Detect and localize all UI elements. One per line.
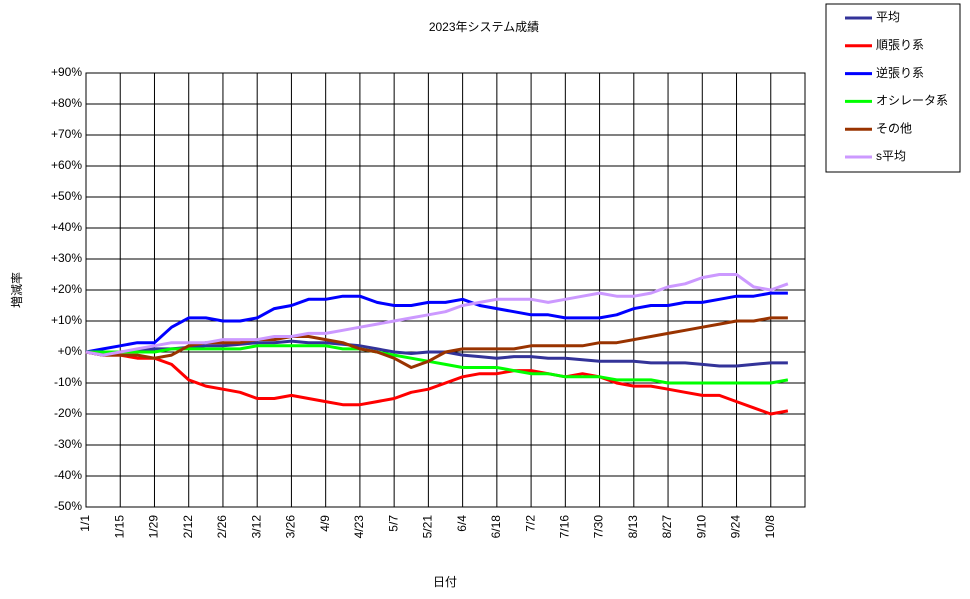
legend (825, 3, 961, 173)
x-tick-label: 8/13 (626, 515, 640, 539)
x-tick-label: 6/18 (489, 515, 503, 539)
x-tick-label: 2/26 (215, 515, 229, 539)
legend-label: 逆張り系 (876, 65, 924, 80)
y-tick-label: +90% (51, 65, 82, 79)
x-tick-label: 3/26 (284, 515, 298, 539)
x-tick-label: 5/21 (421, 515, 435, 539)
x-tick-label: 2/12 (181, 515, 195, 539)
series-line (85, 273, 789, 357)
y-tick-label: +40% (51, 220, 82, 234)
y-tick-label: -10% (54, 375, 82, 389)
y-tick-label: +0% (58, 344, 83, 358)
x-tick-label: 1/29 (147, 515, 161, 539)
x-tick-label: 10/8 (763, 515, 777, 539)
series-line (86, 344, 789, 385)
x-tick-label: 4/23 (352, 515, 366, 539)
legend-label: 平均 (876, 10, 900, 24)
x-tick-label: 1/1 (78, 515, 92, 532)
legend-label: s平均 (876, 149, 906, 163)
x-tick-label: 1/15 (112, 515, 126, 539)
x-tick-label: 7/16 (558, 515, 572, 539)
y-tick-label: +50% (51, 189, 82, 203)
x-tick-label: 8/27 (660, 515, 674, 539)
legend-label: その他 (876, 121, 912, 135)
x-tick-label: 7/30 (592, 515, 606, 539)
x-tick-label: 3/12 (249, 515, 263, 539)
y-tick-label: -40% (54, 468, 82, 482)
y-tick-label: +70% (51, 127, 82, 141)
x-tick-label: 9/24 (729, 515, 743, 539)
x-tick-label: 5/7 (386, 515, 400, 532)
x-tick-label: 6/4 (455, 515, 469, 532)
y-tick-label: -20% (54, 406, 82, 420)
y-tick-label: +80% (51, 96, 82, 110)
y-tick-label: +10% (51, 313, 82, 327)
series-line (85, 291, 788, 354)
chart-title: 2023年システム成績 (429, 20, 539, 34)
legend-label: 順張り系 (876, 38, 924, 52)
y-tick-label: -50% (54, 499, 82, 513)
y-tick-label: +60% (51, 158, 82, 172)
y-axis-label: 増減率 (9, 272, 24, 308)
legend-label: オシレータ系 (876, 94, 948, 108)
x-axis-label: 日付 (433, 575, 457, 589)
x-tick-label: 7/2 (523, 515, 537, 532)
x-tick-label: 9/10 (694, 515, 708, 539)
y-tick-label: +20% (51, 282, 82, 296)
y-tick-label: +30% (51, 251, 82, 265)
x-tick-label: 4/9 (318, 515, 332, 532)
series-line (85, 350, 789, 416)
series-line (85, 339, 788, 368)
y-tick-label: -30% (54, 437, 82, 451)
